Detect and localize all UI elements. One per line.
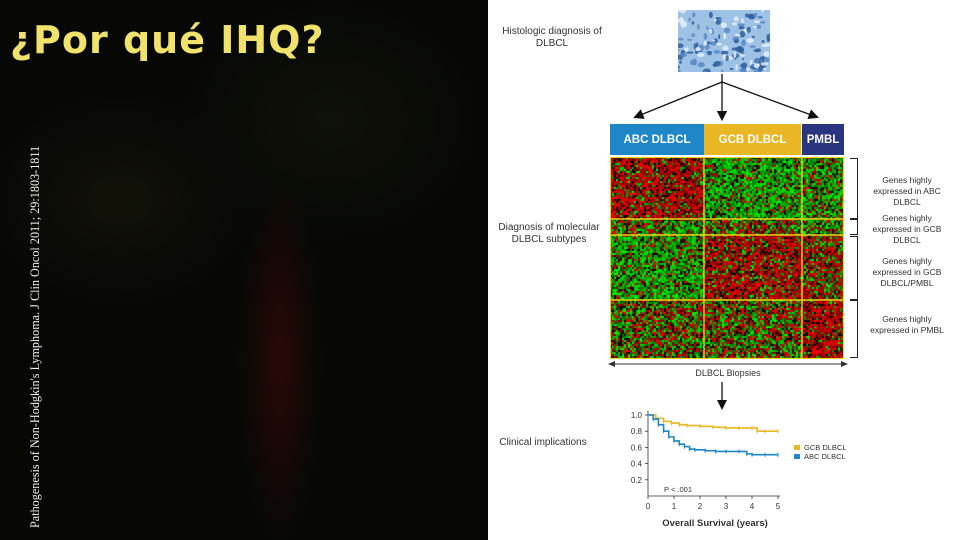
biopsies-arrow (608, 361, 848, 367)
header-gcb-dlbcl: GCB DLBCL (704, 124, 801, 155)
gene-group-gcb: Genes highly expressed in GCB DLBCL (872, 213, 942, 245)
y-tick-label-1.0: 1.0 (631, 411, 643, 420)
clinical-implications-label: Clinical implications (499, 437, 587, 448)
header-abc-label: ABC DLBCL (623, 133, 691, 146)
biopsies-label: DLBCL Biopsies (695, 368, 761, 378)
y-tick-label-0.4: 0.4 (631, 460, 643, 469)
y-tick-label-0.6: 0.6 (631, 443, 643, 452)
gene-group-abc: Genes highly expressed in ABC DLBCL (873, 175, 941, 207)
histology-image (678, 10, 770, 72)
legend-label-0: GCB DLBCL (804, 443, 847, 452)
header-abc-dlbcl: ABC DLBCL (610, 124, 704, 155)
bracket-abc (850, 158, 858, 219)
x-axis-label: Overall Survival (years) (662, 518, 768, 529)
heatmap-grid (610, 157, 844, 359)
p-value-annotation: P < .001 (664, 485, 692, 494)
gene-group-pmbl: Genes highly expressed in PMBL (870, 314, 944, 335)
x-tick-label-2: 2 (698, 502, 703, 511)
series-line-abc-dlbcl (648, 414, 778, 456)
bracket-gcb (850, 219, 858, 235)
slide-background (0, 0, 488, 540)
legend-swatch-1 (794, 454, 800, 459)
x-tick-label-5: 5 (776, 502, 781, 511)
bracket-gcb-pmbl (850, 236, 858, 300)
slide-title: ¿Por qué IHQ? (10, 18, 325, 62)
arrow-to-clinical (717, 382, 727, 410)
header-gcb-label: GCB DLBCL (718, 133, 787, 146)
legend-label-1: ABC DLBCL (804, 452, 846, 461)
citation-vertical: Pathogenesis of Non-Hodgkin's Lymphoma. … (28, 145, 42, 528)
figure-panel: Histologic diagnosis of DLBCL ABC DLBCL … (488, 0, 960, 540)
y-tick-label-0.8: 0.8 (631, 427, 643, 436)
y-tick-label-0.2: 0.2 (631, 476, 643, 485)
x-tick-label-4: 4 (750, 502, 755, 511)
x-tick-label-3: 3 (724, 502, 729, 511)
x-tick-label-0: 0 (646, 502, 651, 511)
header-pmbl-label: PMBL (806, 133, 840, 146)
x-tick-label-1: 1 (672, 502, 677, 511)
bracket-pmbl (850, 300, 858, 358)
gene-expression-heatmap (610, 157, 844, 359)
molecular-diagnosis-label: Diagnosis of molecular DLBCL subtypes (498, 222, 600, 245)
gene-group-gcb-pmbl: Genes highly expressed in GCB DLBCL/PMBL (872, 256, 942, 288)
arrows-to-subtypes (633, 74, 819, 122)
header-pmbl: PMBL (802, 124, 844, 155)
histologic-diagnosis-label: Histologic diagnosis of DLBCL (502, 26, 602, 49)
legend-swatch-0 (794, 445, 800, 450)
